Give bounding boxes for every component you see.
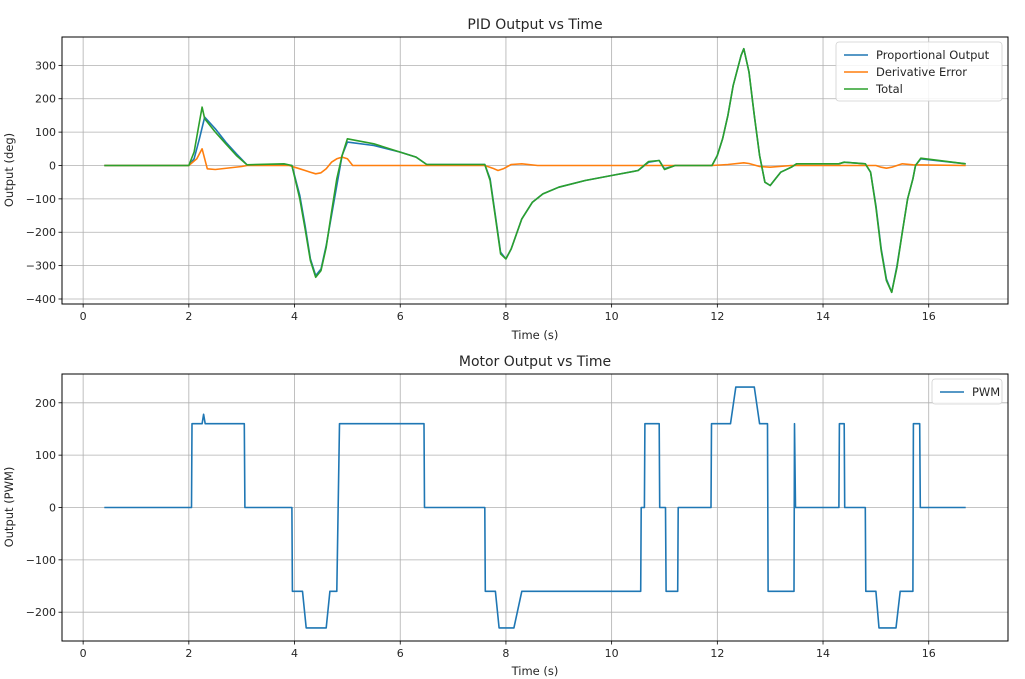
y-tick-label: −300 [26,260,56,273]
x-tick-label: 16 [922,310,936,323]
motor-ticks: 0 2 4 6 8 10 12 14 16 −200 −100 0 100 200 [26,397,936,660]
series-line [104,47,966,294]
legend-label: Proportional Output [876,48,990,62]
pid-legend: Proportional Output Derivative Error Total [835,41,1003,102]
y-tick-label: 200 [35,93,56,106]
x-tick-label: 2 [185,310,192,323]
y-tick-label: 100 [35,449,56,462]
x-tick-label: 6 [397,310,404,323]
y-tick-label: 0 [49,502,56,515]
y-tick-label: −400 [26,293,56,306]
y-tick-label: −100 [26,554,56,567]
x-tick-label: 10 [605,647,619,660]
x-tick-label: 4 [291,647,298,660]
legend-box [931,378,1003,405]
x-tick-label: 16 [922,647,936,660]
motor-grid [62,374,1008,641]
y-tick-label: 100 [35,126,56,139]
x-tick-label: 4 [291,310,298,323]
y-tick-label: −200 [26,226,56,239]
pid-output-axes: PID Output vs Time 0 2 4 6 8 10 12 14 16 −400 −300… [2,17,1009,342]
legend-label: Total [875,82,903,96]
x-tick-label: 0 [80,310,87,323]
x-tick-label: 6 [397,647,404,660]
motor-plot-lines [104,386,966,629]
x-tick-label: 8 [502,647,509,660]
pid-y-axis-label: Output (deg) [2,133,16,207]
motor-x-axis-label: Time (s) [511,664,559,678]
x-tick-label: 12 [710,310,724,323]
motor-output-axes: Motor Output vs Time 0 2 4 6 8 10 12 14 16 −200 −1… [2,354,1009,678]
y-tick-label: −100 [26,193,56,206]
x-tick-label: 8 [502,310,509,323]
x-tick-label: 0 [80,647,87,660]
x-tick-label: 2 [185,647,192,660]
y-tick-label: 300 [35,59,56,72]
legend-label: PWM [972,385,1000,399]
legend-box [835,41,1003,102]
legend-label: Derivative Error [876,65,967,79]
motor-chart-title: Motor Output vs Time [459,354,611,370]
pid-axes-frame [61,36,1009,305]
pid-chart-title: PID Output vs Time [467,17,602,33]
y-tick-label: 0 [49,159,56,172]
x-tick-label: 14 [816,310,830,323]
pid-plot-lines [104,47,966,294]
pid-ticks: 0 2 4 6 8 10 12 14 16 −400 −300 −200 −100 0 100 200 300 [26,59,936,323]
x-tick-label: 10 [605,310,619,323]
y-tick-label: −200 [26,606,56,619]
x-tick-label: 14 [816,647,830,660]
motor-legend: PWM [931,378,1003,405]
series-line [104,386,966,629]
motor-y-axis-label: Output (PWM) [2,467,16,548]
x-tick-label: 12 [710,647,724,660]
pid-x-axis-label: Time (s) [511,328,559,342]
y-tick-label: 200 [35,397,56,410]
series-line [104,148,966,175]
